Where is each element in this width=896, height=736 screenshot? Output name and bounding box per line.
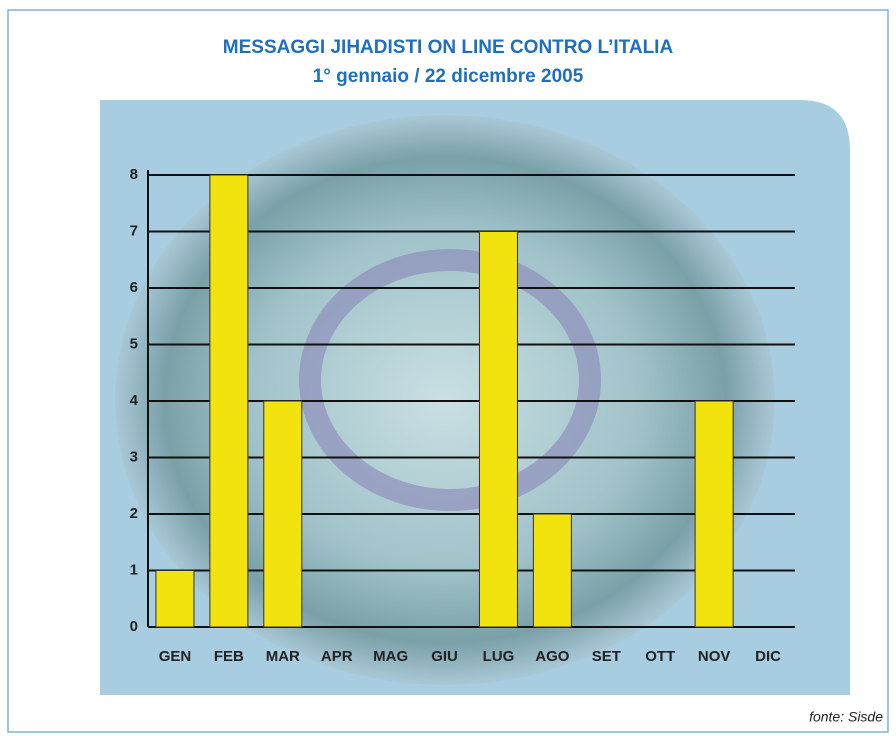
x-tick-label: MAG [373,648,408,665]
y-tick-label: 7 [130,222,138,239]
bar [478,231,518,628]
chart-subtitle: 1° gennaio / 22 dicembre 2005 [313,66,584,87]
x-tick-label: SET [592,648,621,665]
x-tick-label: AGO [535,648,570,665]
bar [209,174,249,628]
x-tick-label: GIU [431,648,458,665]
x-tick-label: MAR [266,648,300,665]
x-tick-label: APR [321,648,353,665]
bar [155,570,195,628]
x-tick-label: OTT [645,648,675,665]
y-tick-label: 4 [130,392,139,409]
y-tick-label: 6 [130,279,138,296]
y-tick-label: 3 [130,448,138,465]
bar [263,400,303,628]
x-tick-label: LUG [483,648,515,665]
x-tick-label: FEB [214,648,244,665]
bar [694,400,734,628]
bar [532,513,572,628]
y-tick-label: 0 [130,618,138,635]
background-symbol [299,249,601,511]
x-tick-label: GEN [159,648,192,665]
y-tick-label: 5 [130,335,138,352]
chart-title: MESSAGGI JIHADISTI ON LINE CONTRO L’ITAL… [223,37,674,58]
x-tick-label: DIC [755,648,781,665]
y-tick-label: 1 [130,561,138,578]
source: fonte: Sisde [809,709,883,725]
x-tick-label: NOV [698,648,731,665]
y-tick-label: 8 [130,166,138,183]
y-tick-label: 2 [130,505,138,522]
frame [7,9,889,733]
